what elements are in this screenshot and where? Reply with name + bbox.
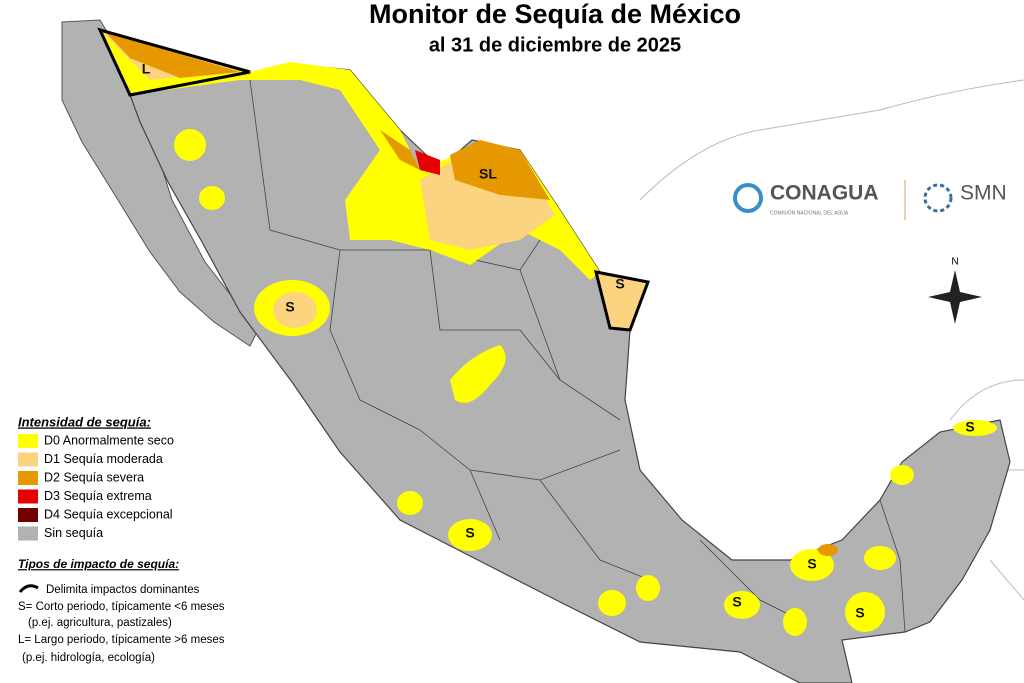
conagua-icon	[733, 183, 763, 213]
impact-line: L= Largo periodo, típicamente >6 meses	[18, 634, 225, 646]
drought-d2	[818, 544, 838, 556]
drought-d0	[636, 575, 660, 601]
legend-label: D0 Anormalmente seco	[44, 433, 174, 447]
map-label: S	[615, 276, 624, 292]
us-coast	[639, 79, 1024, 201]
impact-legend-line	[18, 584, 39, 593]
legend-label: Sin sequía	[44, 526, 103, 540]
impact-line: (p.ej. agricultura, pastizales)	[28, 617, 172, 629]
compass-north: N	[951, 257, 958, 268]
map-label: S	[965, 419, 974, 435]
conagua-sub: COMISIÓN NACIONAL DEL AGUA	[770, 209, 849, 216]
legend-swatch	[18, 452, 38, 467]
legend-label: D2 Sequía severa	[44, 470, 144, 484]
impacts-title: Tipos de impacto de sequía:	[18, 557, 179, 571]
legend-label: D3 Sequía extrema	[44, 489, 152, 503]
title: Monitor de Sequía de México	[369, 0, 741, 29]
impact-outline	[593, 270, 651, 332]
drought-d1-north	[100, 30, 555, 250]
subtitle: al 31 de diciembre de 2025	[429, 34, 681, 56]
legend-label: D4 Sequía excepcional	[44, 507, 173, 521]
impact-outline	[97, 27, 251, 97]
drought-d0	[174, 129, 206, 161]
conagua-name: CONAGUA	[770, 182, 879, 205]
map-label: S	[807, 556, 816, 572]
cuba-coast	[949, 379, 1024, 421]
drought-d0	[783, 608, 807, 636]
impact-line: (p.ej. hidrología, ecología)	[22, 652, 155, 664]
compass-rose	[928, 270, 982, 324]
drought-d0	[890, 465, 914, 485]
map-label: L	[142, 61, 151, 77]
drought-d0	[864, 546, 896, 570]
map-label: S	[732, 594, 741, 610]
drought-d0	[953, 420, 997, 436]
drought-d0	[448, 519, 492, 551]
map-label: S	[285, 299, 294, 315]
impact-line: S= Corto periodo, típicamente <6 meses	[18, 601, 225, 613]
smn-icon	[923, 183, 953, 213]
legend-swatch	[18, 526, 38, 541]
drought-d2-north	[105, 32, 550, 200]
legend-swatch	[18, 471, 38, 485]
legend-swatch	[18, 489, 38, 504]
map-label: S	[465, 525, 474, 541]
drought-d0	[845, 592, 885, 632]
drought-d0	[199, 186, 225, 210]
legend-label: D1 Sequía moderada	[44, 452, 163, 466]
smn-name: SMN	[960, 182, 1007, 205]
drought-d3	[415, 150, 440, 175]
legend-swatch	[18, 508, 38, 522]
drought-d1	[273, 292, 317, 328]
state-borders	[249, 79, 906, 633]
map-label: S	[855, 605, 864, 621]
drought-d0	[598, 590, 626, 616]
impact-line: Delimita impactos dominantes	[46, 584, 200, 596]
drought-d0	[397, 491, 423, 515]
drought-d0	[450, 345, 506, 403]
drought-d0	[790, 549, 834, 581]
legend-title: Intensidad de sequía:	[18, 414, 151, 429]
legend-swatch	[18, 434, 38, 448]
map-label: SL	[479, 166, 497, 182]
drought-d0	[724, 591, 760, 619]
